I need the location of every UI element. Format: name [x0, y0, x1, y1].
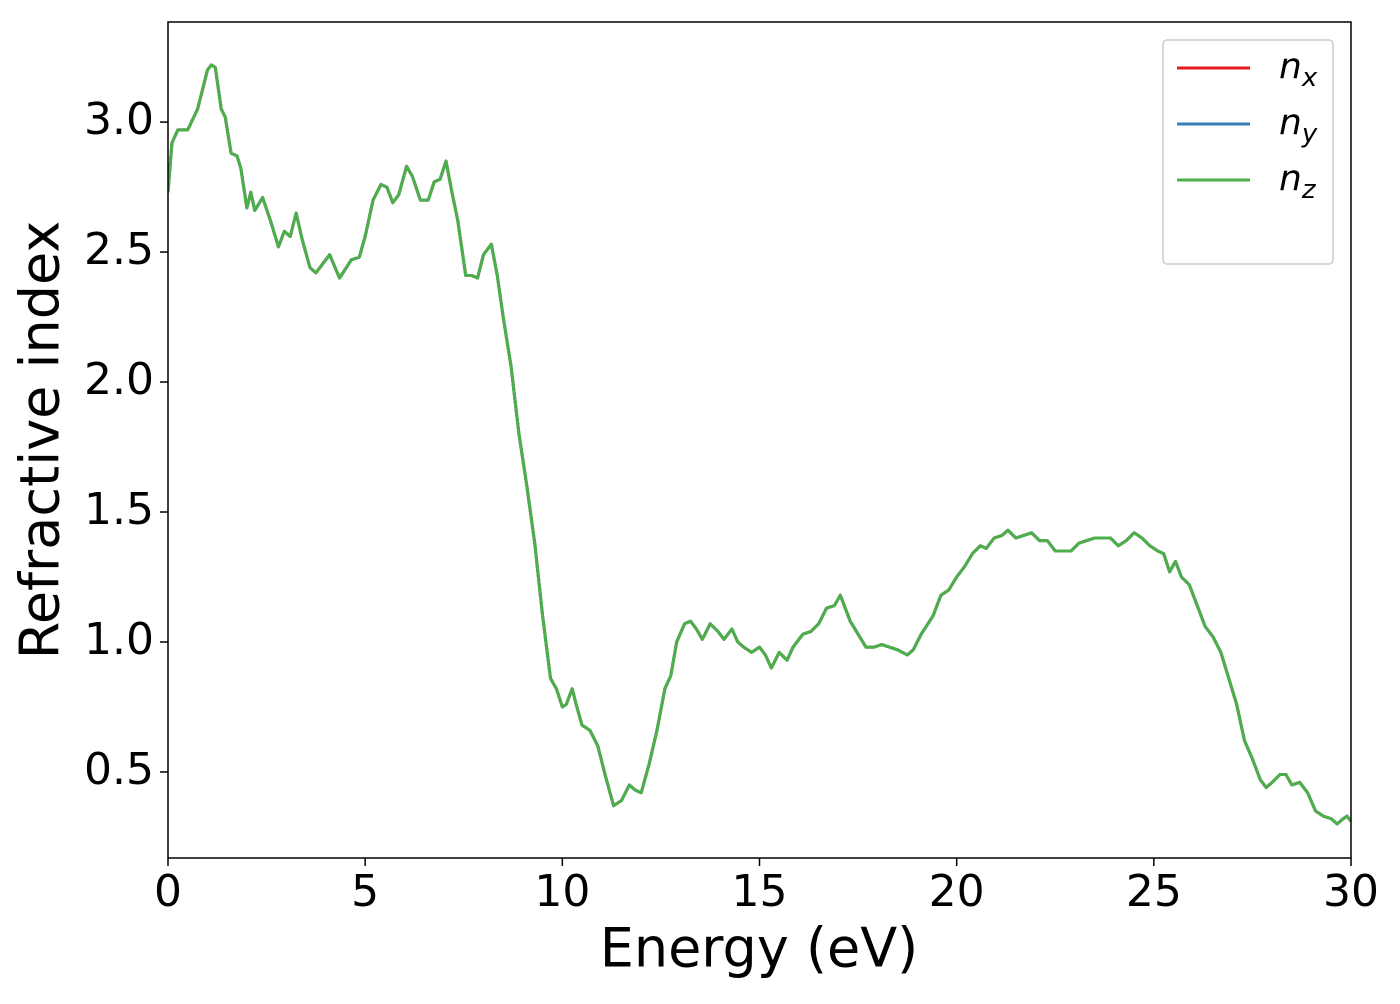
y-axis-label: Refractive index [9, 221, 72, 660]
x-tick-label: 20 [929, 866, 985, 917]
x-tick-label: 10 [534, 866, 590, 917]
plot-frame [167, 21, 1352, 859]
series-line [168, 63, 1351, 826]
x-tick-label: 0 [154, 866, 182, 917]
x-tick-label: 25 [1126, 866, 1182, 917]
y-tick-label: 2.0 [84, 354, 154, 405]
legend-label: nz [1279, 158, 1317, 205]
y-tick-label: 3.0 [84, 94, 154, 145]
x-axis-label: Energy (eV) [600, 917, 919, 980]
y-tick-label: 0.5 [84, 744, 154, 795]
x-tick-label: 30 [1323, 866, 1379, 917]
legend-label: ny [1279, 102, 1318, 149]
y-tick-label: 2.5 [84, 224, 154, 275]
y-tick-label: 1.5 [84, 484, 154, 535]
y-tick-label: 1.0 [84, 614, 154, 665]
legend-box [1162, 39, 1334, 265]
x-tick-label: 15 [732, 866, 788, 917]
legend-label: nx [1279, 46, 1318, 93]
x-tick-label: 5 [351, 866, 379, 917]
